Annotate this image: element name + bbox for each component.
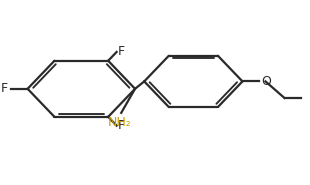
Text: O: O xyxy=(261,75,271,88)
Text: F: F xyxy=(118,119,125,132)
Text: NH₂: NH₂ xyxy=(108,116,131,129)
Text: F: F xyxy=(118,46,125,58)
Text: F: F xyxy=(1,82,8,95)
